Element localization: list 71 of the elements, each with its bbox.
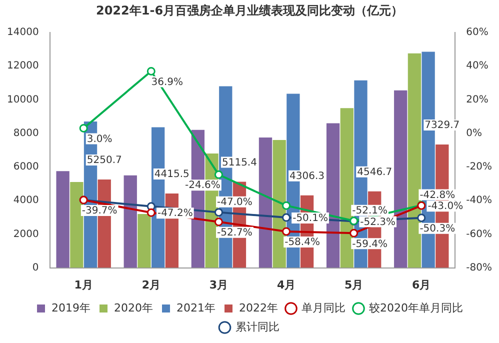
legend-label: 累计同比 [235, 320, 280, 334]
point [417, 214, 426, 222]
data-label: -47.0% [217, 196, 252, 208]
bar [340, 108, 354, 268]
x-tick-label: 2月 [142, 278, 160, 292]
y-tick-label: 8000 [13, 128, 39, 139]
bar [408, 53, 422, 268]
data-label: 4546.7 [357, 166, 392, 178]
data-label: -52.1% [352, 205, 388, 216]
data-label: -52.3% [360, 216, 396, 228]
y2-tick-label: 40% [466, 60, 488, 72]
data-label: 4415.5 [154, 169, 190, 180]
data-label: 7329.7 [424, 120, 460, 132]
bar [70, 182, 84, 268]
chart-title: 2022年1-6月百强房企单月业绩表现及同比变动（亿元） [96, 3, 404, 18]
point [214, 218, 223, 226]
point [146, 208, 156, 217]
point [282, 213, 291, 222]
point [282, 227, 291, 236]
data-label: -59.4% [352, 238, 388, 250]
data-label: -58.4% [284, 237, 320, 248]
data-label: -42.8% [420, 190, 456, 201]
bar [138, 214, 151, 268]
x-tick-label: 3月 [209, 278, 228, 292]
data-label: 4306.3 [290, 170, 325, 182]
data-label: -47.2% [157, 208, 193, 220]
y-tick-label: 6000 [13, 162, 39, 173]
point [146, 66, 156, 76]
data-label: 5250.7 [86, 155, 122, 166]
y-tick-label: 14000 [7, 26, 39, 38]
bar [258, 137, 272, 268]
data-label: -43.0% [428, 201, 464, 212]
y2-tick-label: -80% [466, 262, 492, 274]
point [214, 170, 223, 179]
data-label: -52.7% [217, 227, 252, 238]
point [350, 228, 358, 238]
bar [56, 171, 70, 268]
x-tick-label: 1月 [74, 278, 93, 292]
data-label: 5115.4 [222, 157, 257, 168]
y2-tick-label: -60% [466, 228, 492, 240]
x-tick-label: 4月 [276, 278, 296, 292]
legend-label: 单月同比 [301, 301, 346, 314]
point [79, 124, 88, 132]
bar [124, 175, 137, 268]
data-label: -50.1% [292, 213, 328, 224]
y-tick-label: 2000 [13, 228, 39, 240]
y-tick-label: 12000 [7, 60, 39, 72]
data-label: 3.0% [86, 134, 112, 145]
legend-label: 较2020年单月同比 [368, 301, 463, 314]
bar [394, 90, 408, 268]
y-tick-label: 0 [32, 262, 39, 274]
point [282, 201, 291, 210]
data-label: -39.7% [82, 206, 118, 217]
data-label: 36.9% [151, 76, 184, 88]
point [214, 208, 223, 217]
y-tick-label: 4000 [13, 195, 39, 206]
data-label: -50.3% [420, 223, 456, 234]
x-tick-label: 5月 [344, 278, 364, 292]
y-tick-label: 10000 [7, 94, 39, 106]
legend-label: 2022年 [238, 301, 278, 314]
y2-tick-label: 60% [466, 26, 488, 38]
legend-label: 2020年 [114, 301, 154, 314]
legend-label: 2019年 [52, 301, 91, 314]
y2-tick-label: -20% [466, 162, 492, 173]
bar [326, 123, 340, 268]
y2-tick-label: 20% [466, 94, 488, 106]
y2-tick-label: 0% [466, 128, 482, 139]
y2-tick-label: -40% [466, 195, 492, 206]
data-label: -24.6% [185, 180, 220, 192]
x-tick-label: 6月 [412, 278, 431, 292]
legend-label: 2021年 [176, 301, 216, 314]
